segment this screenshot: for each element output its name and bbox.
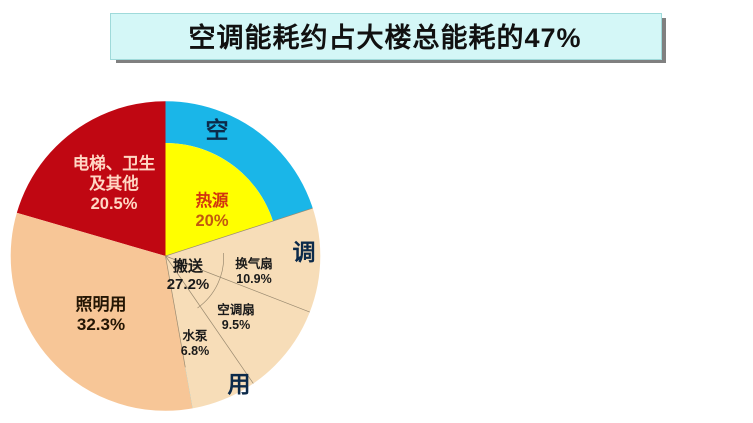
svg-text:6.8%: 6.8% <box>181 344 210 358</box>
svg-text:及其他: 及其他 <box>89 173 139 193</box>
svg-text:32.3%: 32.3% <box>77 315 125 334</box>
svg-text:27.2%: 27.2% <box>167 276 210 293</box>
svg-text:空调扇: 空调扇 <box>217 302 255 317</box>
svg-text:9.5%: 9.5% <box>222 318 251 332</box>
svg-text:20%: 20% <box>195 212 228 230</box>
svg-text:电梯、卫生: 电梯、卫生 <box>73 153 156 173</box>
svg-text:10.9%: 10.9% <box>236 272 271 286</box>
svg-text:20.5%: 20.5% <box>91 195 138 213</box>
svg-text:调: 调 <box>293 239 316 265</box>
svg-text:水泵: 水泵 <box>182 328 208 343</box>
svg-text:搬送: 搬送 <box>173 257 204 275</box>
svg-text:换气扇: 换气扇 <box>235 256 273 271</box>
svg-text:热源: 热源 <box>196 190 230 210</box>
svg-text:用: 用 <box>228 371 251 397</box>
svg-text:照明用: 照明用 <box>76 295 127 314</box>
svg-text:空: 空 <box>206 117 229 143</box>
